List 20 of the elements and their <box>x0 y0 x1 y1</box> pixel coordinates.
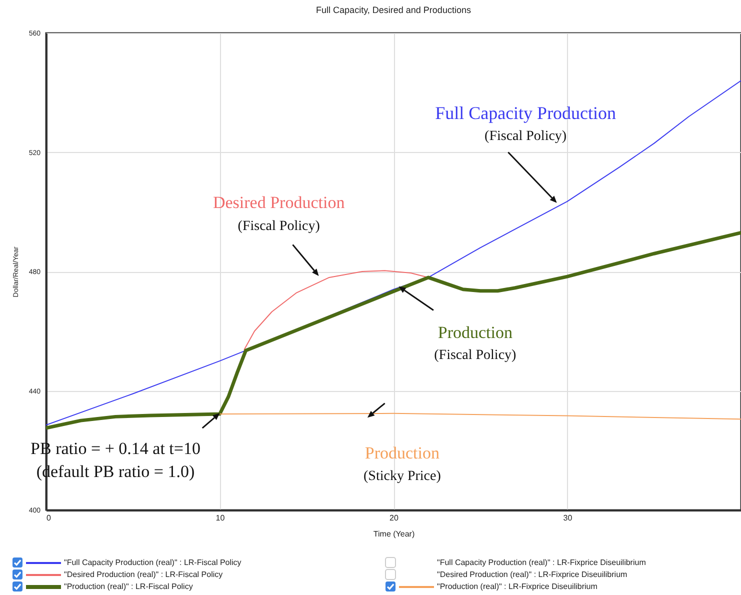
chart-title: Full Capacity, Desired and Productions <box>316 5 472 15</box>
annotation: Desired Production <box>212 192 346 212</box>
legend-label: "Desired Production (real)" : LR-Fiscal Policy <box>64 570 223 579</box>
legend-label: "Production (real)" : LR-Fiscal Policy <box>64 582 193 591</box>
legend-label: "Full Capacity Production (real)" : LR-Fiscal Policy <box>64 558 242 567</box>
text: "Full Capacity Production (real)" : LR-Fixprice Diseuilibrium <box>437 558 646 567</box>
annotation: (Fiscal Policy) <box>238 218 320 234</box>
annotation: Production <box>438 322 513 342</box>
x-tick-label: 10 <box>216 514 226 522</box>
x-tick-label: 30 <box>563 514 573 522</box>
legend-label: "Production (real)" : LR-Fixprice Diseuilibrium <box>437 582 598 591</box>
annotation: Full Capacity Production <box>435 102 616 123</box>
annotation: (Fiscal Policy) <box>484 128 567 144</box>
annotation: (Fiscal Policy) <box>434 348 517 363</box>
text: "Desired Production (real)" : LR-Fixprice Diseuilibrium <box>437 570 628 579</box>
x-tick-label: 0 <box>46 514 52 522</box>
x-tick-label: 20 <box>390 514 399 522</box>
x-axis-title: Time (Year) <box>373 530 415 538</box>
annotation: (Sticky Price) <box>364 469 442 484</box>
annotation: Production <box>364 443 440 462</box>
